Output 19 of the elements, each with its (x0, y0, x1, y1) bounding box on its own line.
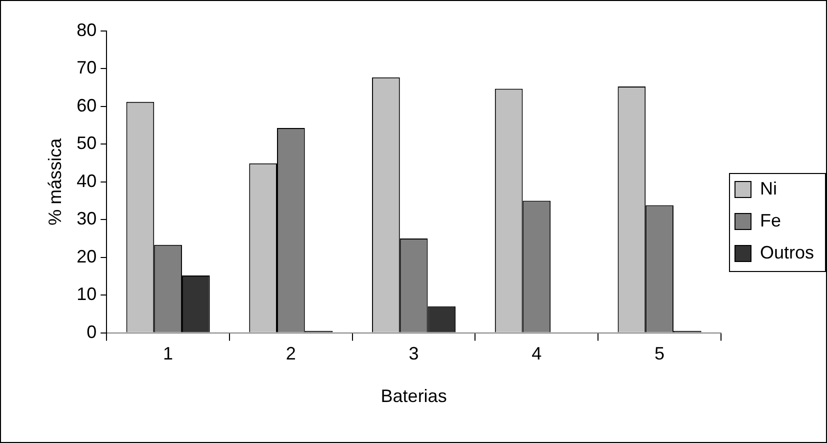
x-tick-label: 2 (286, 344, 296, 364)
x-axis-title: Baterias (380, 386, 447, 406)
y-tick-label: 10 (76, 284, 97, 304)
x-tick-label: 4 (532, 344, 542, 364)
y-tick-label: 30 (76, 208, 97, 229)
legend-label: Outros (760, 242, 814, 262)
x-tick-label: 3 (408, 344, 419, 364)
y-tick-label: 0 (86, 322, 97, 342)
legend-label: Fe (760, 210, 781, 230)
y-tick-label: 40 (76, 170, 97, 191)
y-tick-label: 50 (76, 133, 97, 154)
x-tick-label: 1 (163, 344, 174, 364)
y-tick-label: 70 (76, 58, 97, 78)
legend-label: Ni (760, 178, 777, 198)
y-axis-title: % mássica (44, 137, 65, 226)
y-tick-label: 80 (76, 20, 97, 40)
x-tick-label: 5 (654, 344, 665, 364)
y-tick-label: 60 (76, 95, 97, 116)
y-tick-label: 20 (76, 246, 97, 266)
